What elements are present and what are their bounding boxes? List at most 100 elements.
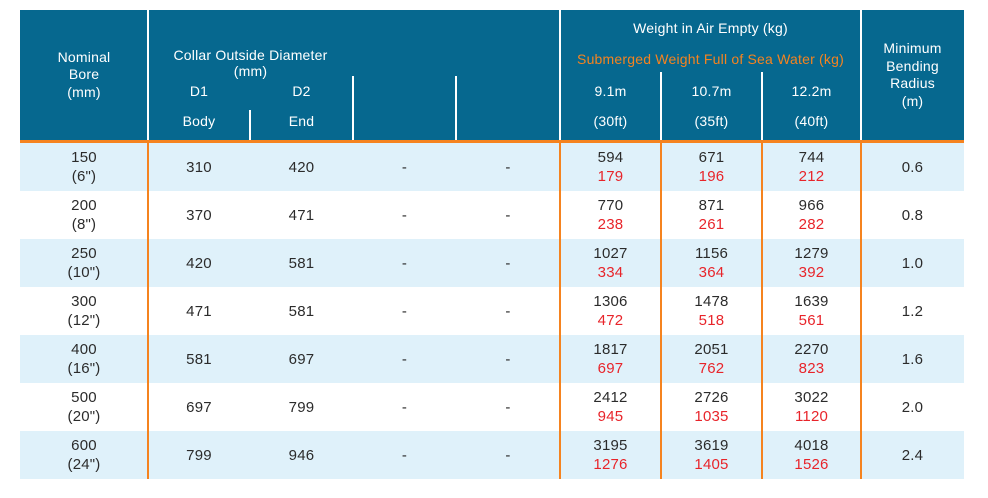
table-row: 150 (6") 310 420 - - 594 179 671 196 744… xyxy=(20,143,964,191)
bore-inch-value: (10") xyxy=(67,264,101,281)
air-weight-value: 1156 xyxy=(694,245,729,262)
header-divider xyxy=(352,76,354,140)
collar-unit: (mm) xyxy=(233,63,268,79)
cell-blank-2: - xyxy=(456,191,560,239)
air-weight-value: 1639 xyxy=(794,293,829,310)
header-length-10-7m: 10.7m xyxy=(691,83,732,99)
bending-line3: Radius xyxy=(890,75,935,91)
cell-d2-end: 471 xyxy=(250,191,353,239)
header-length-30ft: (30ft) xyxy=(593,113,628,129)
bending-radius-value: 0.6 xyxy=(901,158,924,176)
header-weight-submerged-title: Submerged Weight Full of Sea Water (kg) xyxy=(577,51,844,67)
bending-radius-value: 2.4 xyxy=(901,446,924,464)
cell-weight-10-7m: 3619 1405 xyxy=(661,431,762,479)
d1-body-value: 310 xyxy=(186,158,212,176)
cell-weight-10-7m: 2051 762 xyxy=(661,335,762,383)
cell-blank-2: - xyxy=(456,239,560,287)
d2-end-value: 697 xyxy=(288,350,315,368)
header-length-40ft: (40ft) xyxy=(794,113,829,129)
bending-radius-value: 1.2 xyxy=(901,302,924,320)
cell-nominal-bore: 150 (6") xyxy=(20,143,148,191)
bore-mm-value: 300 xyxy=(71,293,97,310)
table-row: 500 (20") 697 799 - - 2412 945 2726 1035… xyxy=(20,383,964,431)
cell-d1-body: 799 xyxy=(148,431,250,479)
cell-weight-10-7m: 1156 364 xyxy=(661,239,762,287)
air-weight-value: 3022 xyxy=(794,389,829,406)
cell-nominal-bore: 500 (20") xyxy=(20,383,148,431)
cell-d2-end: 799 xyxy=(250,383,353,431)
header-nominal-bore: Nominal Bore (mm) xyxy=(20,10,148,140)
air-weight-value: 744 xyxy=(798,149,825,166)
table-header: Nominal Bore (mm) Collar Outside Diamete… xyxy=(20,10,964,140)
air-weight-value: 4018 xyxy=(794,437,829,454)
air-weight-value: 966 xyxy=(798,197,825,214)
header-divider xyxy=(660,72,662,140)
bending-radius-value: 1.6 xyxy=(901,350,924,368)
nominal-bore-line1: Nominal xyxy=(57,48,111,65)
cell-weight-9-1m: 2412 945 xyxy=(560,383,661,431)
cell-min-bending-radius: 1.2 xyxy=(861,287,964,335)
cell-min-bending-radius: 1.0 xyxy=(861,239,964,287)
column-divider xyxy=(147,143,149,479)
d1-body-value: 471 xyxy=(186,302,212,320)
table-body: 150 (6") 310 420 - - 594 179 671 196 744… xyxy=(20,143,964,479)
cell-weight-12-2m: 966 282 xyxy=(762,191,861,239)
d2-end-value: 581 xyxy=(288,302,315,320)
blank-value: - xyxy=(505,302,511,320)
air-weight-value: 594 xyxy=(597,149,624,166)
blank-value: - xyxy=(505,446,511,464)
bore-inch-value: (24") xyxy=(67,456,101,473)
header-bottom-rule xyxy=(20,140,964,143)
cell-weight-10-7m: 2726 1035 xyxy=(661,383,762,431)
cell-min-bending-radius: 0.6 xyxy=(861,143,964,191)
air-weight-value: 1817 xyxy=(593,341,628,358)
cell-d1-body: 471 xyxy=(148,287,250,335)
submerged-weight-value: 196 xyxy=(698,168,725,185)
air-weight-value: 871 xyxy=(698,197,725,214)
nominal-bore-line3: (mm) xyxy=(67,83,101,100)
cell-weight-9-1m: 3195 1276 xyxy=(560,431,661,479)
blank-value: - xyxy=(401,446,408,464)
pipe-spec-table: Nominal Bore (mm) Collar Outside Diamete… xyxy=(20,10,964,479)
bending-line1: Minimum xyxy=(883,40,942,56)
air-weight-value: 3619 xyxy=(694,437,729,454)
cell-nominal-bore: 400 (16") xyxy=(20,335,148,383)
blank-value: - xyxy=(401,158,408,176)
bending-radius-value: 2.0 xyxy=(901,398,924,416)
cell-weight-9-1m: 770 238 xyxy=(560,191,661,239)
submerged-weight-value: 823 xyxy=(798,360,825,377)
cell-blank-2: - xyxy=(456,287,560,335)
header-divider xyxy=(860,10,862,140)
blank-value: - xyxy=(401,254,408,272)
bore-inch-value: (20") xyxy=(67,408,101,425)
submerged-weight-value: 392 xyxy=(798,264,825,281)
header-d2-label: D2 xyxy=(292,83,311,99)
submerged-weight-value: 261 xyxy=(698,216,725,233)
cell-d1-body: 370 xyxy=(148,191,250,239)
air-weight-value: 1027 xyxy=(593,245,628,262)
header-d1-label: D1 xyxy=(189,83,209,99)
d2-end-value: 799 xyxy=(288,398,315,416)
blank-value: - xyxy=(505,254,511,272)
header-min-bending-radius: Minimum Bending Radius (m) xyxy=(861,10,964,140)
blank-value: - xyxy=(505,398,511,416)
d1-body-value: 420 xyxy=(186,254,212,272)
submerged-weight-value: 472 xyxy=(597,312,624,329)
cell-nominal-bore: 200 (8") xyxy=(20,191,148,239)
bending-radius-value: 1.0 xyxy=(901,254,924,272)
header-divider xyxy=(147,10,149,140)
d2-end-value: 581 xyxy=(288,254,315,272)
collar-title: Collar Outside Diameter xyxy=(173,47,328,63)
air-weight-value: 1279 xyxy=(794,245,829,262)
cell-nominal-bore: 250 (10") xyxy=(20,239,148,287)
submerged-weight-value: 697 xyxy=(597,360,624,377)
bending-radius-value: 0.8 xyxy=(901,206,924,224)
column-divider xyxy=(761,143,763,479)
header-length-35ft: (35ft) xyxy=(694,113,729,129)
bore-inch-value: (12") xyxy=(67,312,101,329)
d1-body-value: 370 xyxy=(186,206,212,224)
blank-value: - xyxy=(505,206,511,224)
table-row: 300 (12") 471 581 - - 1306 472 1478 518 … xyxy=(20,287,964,335)
header-d2-sub-label: End xyxy=(288,113,315,129)
